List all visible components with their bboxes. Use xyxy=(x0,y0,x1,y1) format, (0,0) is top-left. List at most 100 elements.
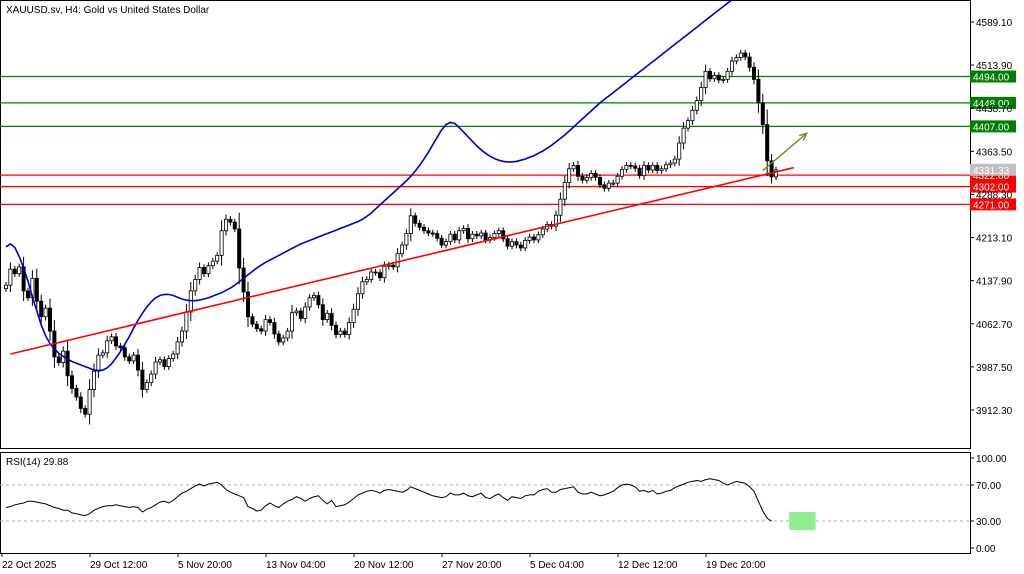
candle-body xyxy=(509,241,514,247)
moving-average-layer xyxy=(5,0,733,372)
rsi-title: RSI(14) 29.88 xyxy=(6,457,69,468)
rsi-line xyxy=(5,478,772,522)
candle-body xyxy=(448,233,453,243)
candle-body xyxy=(109,336,114,342)
candle-body xyxy=(43,307,48,318)
candle-body xyxy=(228,218,233,223)
candle-body xyxy=(78,396,83,409)
candle-body xyxy=(457,230,462,241)
candle-body xyxy=(210,260,215,267)
candle-body xyxy=(17,266,22,275)
candle-body xyxy=(461,228,466,232)
main-pane-frame xyxy=(0,0,971,449)
candle-body xyxy=(694,100,699,111)
candle-body xyxy=(373,271,378,274)
candle-body xyxy=(598,177,603,186)
candle-body xyxy=(712,74,717,80)
candle-body xyxy=(87,389,92,415)
resistance-level-tag xyxy=(970,70,1016,83)
candle-body xyxy=(474,233,479,237)
resistance-level-label: 4494.00 xyxy=(973,73,1010,84)
candle-body xyxy=(333,324,338,335)
candle-body xyxy=(70,375,75,389)
candle-body xyxy=(382,265,387,279)
candle-body xyxy=(699,87,704,101)
candle-body xyxy=(435,233,440,239)
candle-body xyxy=(492,233,497,239)
candle-body xyxy=(580,175,585,181)
candle-body xyxy=(135,354,140,371)
candle-body xyxy=(686,120,691,129)
candle-body xyxy=(325,312,330,321)
candle-body xyxy=(92,370,97,390)
candle-body xyxy=(703,70,708,88)
candle-body xyxy=(34,277,39,302)
candle-body xyxy=(65,350,70,377)
candle-body xyxy=(399,244,404,255)
candle-body xyxy=(646,164,651,171)
resistance-level-label: 4448.00 xyxy=(973,99,1010,110)
candle-body xyxy=(584,177,589,181)
candle-body xyxy=(677,142,682,160)
chart-title: XAUUSD.sv, H4: Gold vs United States Dol… xyxy=(6,5,210,16)
candle-body xyxy=(219,230,224,256)
candle-body xyxy=(620,168,625,177)
candle-body xyxy=(602,184,607,189)
candle-body xyxy=(347,322,352,335)
candle-body xyxy=(606,182,611,189)
candle-body xyxy=(725,70,730,80)
candle-body xyxy=(730,60,735,72)
x-tick-label: 22 Oct 2025 xyxy=(2,560,57,571)
y-tick-label: 4137.90 xyxy=(976,277,1013,288)
candle-body xyxy=(523,240,528,249)
candle-body xyxy=(637,167,642,177)
candle-body xyxy=(721,78,726,81)
candle-body xyxy=(307,297,312,308)
candle-body xyxy=(360,281,365,295)
candle-body xyxy=(532,236,537,241)
candle-body xyxy=(765,124,770,162)
y-tick-label: 4363.50 xyxy=(976,147,1013,158)
bullish-arrow-shaft xyxy=(762,132,808,172)
candle-body xyxy=(743,52,748,58)
candle-body xyxy=(149,373,154,384)
candle-body xyxy=(395,253,400,268)
rsi-y-tick-label: 30.00 xyxy=(976,517,1001,528)
candle-body xyxy=(536,234,541,241)
candle-body xyxy=(421,226,426,232)
x-tick-label: 29 Oct 12:00 xyxy=(90,560,148,571)
support-level-label: 4322.00 xyxy=(973,171,1010,182)
candle-body xyxy=(505,238,510,247)
candle-body xyxy=(514,241,519,246)
candle-body xyxy=(589,172,594,178)
candle-body xyxy=(329,312,334,326)
candle-body xyxy=(8,268,13,286)
x-tick-label: 5 Dec 04:00 xyxy=(530,560,584,571)
candle-body xyxy=(571,164,576,170)
candle-body xyxy=(237,228,242,269)
candle-body xyxy=(408,215,413,234)
candle-body xyxy=(430,232,435,235)
y-tick-label: 4438.70 xyxy=(976,104,1013,115)
candle-body xyxy=(179,330,184,343)
candle-body xyxy=(752,66,757,80)
candle-body xyxy=(747,56,752,68)
candle-body xyxy=(769,160,774,178)
candle-body xyxy=(157,359,162,363)
candle-body xyxy=(404,233,409,246)
moving-average-line xyxy=(5,0,733,372)
candle-body xyxy=(131,354,136,362)
candle-body xyxy=(554,214,559,227)
candle-body xyxy=(615,175,620,184)
candle-body xyxy=(12,268,17,275)
candle-body xyxy=(734,57,739,62)
candle-body xyxy=(664,164,669,170)
support-level-tag xyxy=(970,198,1016,211)
x-tick-label: 5 Nov 20:00 xyxy=(178,560,232,571)
y-tick-label: 3987.50 xyxy=(976,363,1013,374)
candle-body xyxy=(25,290,30,299)
candle-body xyxy=(232,221,237,230)
candle-body xyxy=(254,323,259,330)
x-tick-label: 13 Nov 04:00 xyxy=(266,560,326,571)
